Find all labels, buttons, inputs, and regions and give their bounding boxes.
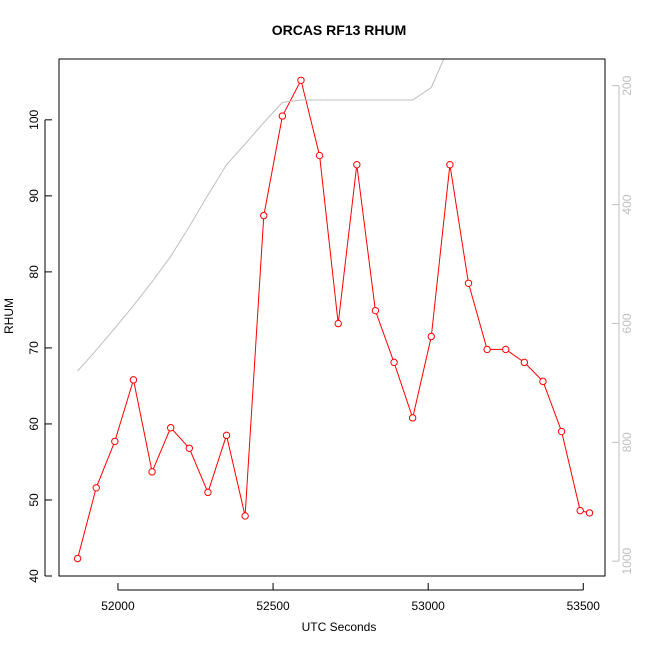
- rhum-point: [148, 468, 156, 476]
- rhum-point: [222, 431, 231, 440]
- rhum-point: [390, 358, 398, 367]
- rhum-point: [166, 424, 175, 432]
- pressure-line: [77, 59, 445, 372]
- rhum-point: [446, 160, 454, 169]
- rhum-point: [297, 76, 305, 84]
- rhum-point: [260, 211, 268, 220]
- rhum-point: [334, 319, 342, 328]
- plot-layer: 52000 52500 53000 53500 40 50 60 70 80 90 100 200 40…: [27, 59, 634, 613]
- plot-frame: [58, 58, 606, 577]
- rhum-point: [92, 484, 100, 492]
- rhum-point: [464, 279, 473, 287]
- rhum-point: [408, 414, 417, 422]
- y2-tick-label: 600: [620, 313, 634, 333]
- rhum-point: [502, 345, 510, 354]
- rhum-point: [73, 554, 82, 563]
- x-tick-label: 53500: [567, 599, 601, 613]
- y-tick-label: 80: [27, 265, 41, 279]
- y-tick-label: 50: [27, 493, 41, 507]
- rhum-point: [241, 512, 249, 520]
- rhum-point: [427, 332, 435, 341]
- x-tick-label: 53000: [411, 599, 445, 613]
- y-tick-label: 40: [27, 569, 41, 583]
- rhum-point: [353, 160, 361, 169]
- rhum-point: [520, 358, 529, 367]
- rhum-point: [557, 427, 566, 436]
- rhum-point: [278, 112, 287, 120]
- y2-tick-label: 800: [620, 432, 634, 452]
- y-tick-label: 100: [27, 109, 41, 129]
- rhum-point: [371, 306, 380, 315]
- y-tick-label: 70: [27, 341, 41, 355]
- rhum-point: [576, 506, 584, 515]
- x-tick-label: 52500: [256, 599, 290, 613]
- rhum-point: [315, 151, 324, 160]
- y-tick-label: 90: [27, 189, 41, 203]
- rhum-point: [483, 345, 491, 354]
- chart-title: ORCAS RF13 RHUM: [272, 22, 407, 38]
- y-tick-label: 60: [27, 417, 41, 431]
- y-axis-label: RHUM: [2, 298, 16, 334]
- rhum-point: [204, 488, 212, 497]
- y2-tick-label: 1000: [620, 547, 634, 574]
- x-tick-label: 52000: [101, 599, 135, 613]
- rhum-point: [185, 444, 193, 452]
- x-axis-label: UTC Seconds: [302, 620, 377, 634]
- rhum-point: [539, 377, 547, 386]
- rhum-point: [129, 376, 138, 384]
- rhum-point: [111, 437, 119, 446]
- rhum-point: [585, 509, 594, 517]
- y2-tick-label: 400: [620, 194, 634, 214]
- y2-tick-label: 200: [620, 75, 634, 95]
